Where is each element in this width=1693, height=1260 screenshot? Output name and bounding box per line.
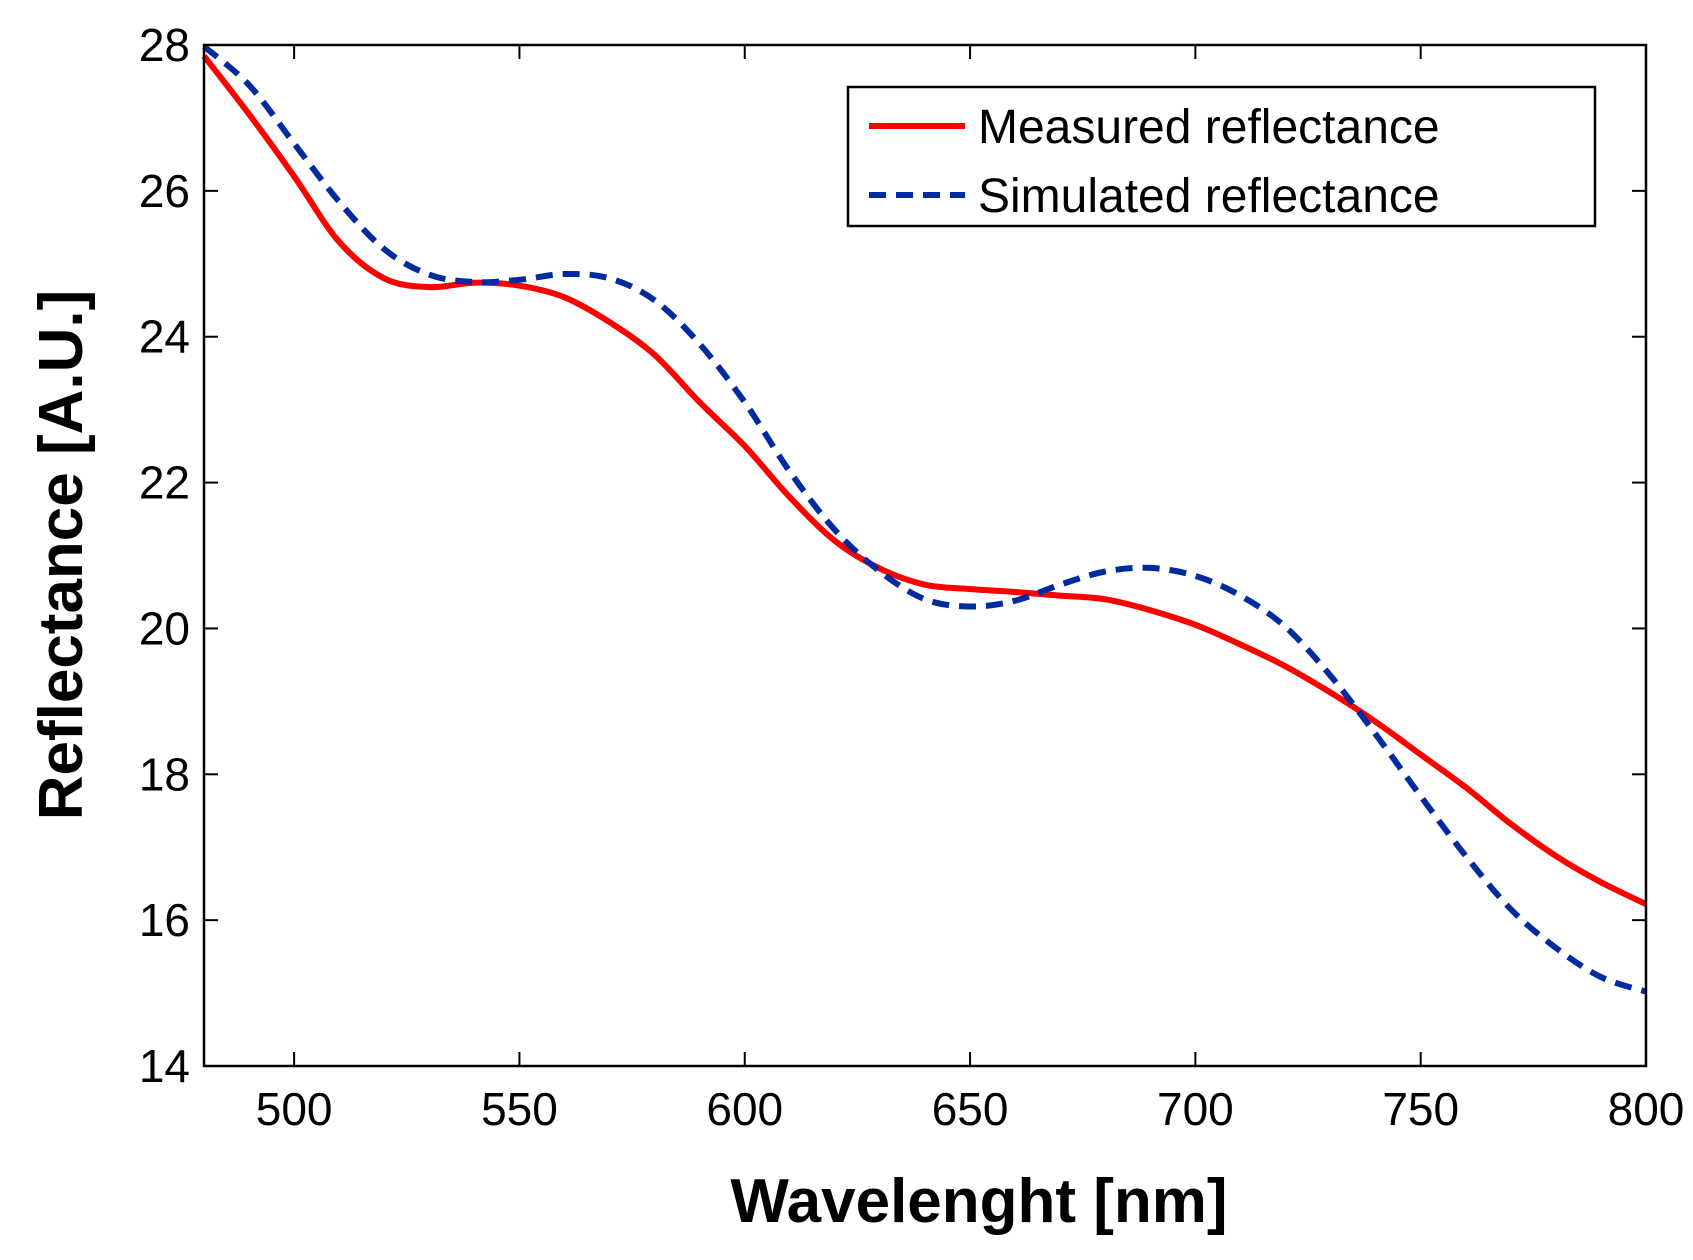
x-tick-label: 550 xyxy=(481,1083,558,1135)
x-axis-title: Wavelenght [nm] xyxy=(730,1167,1227,1236)
tick-layer xyxy=(204,44,1647,1067)
y-tick-label: 26 xyxy=(139,165,190,217)
x-tick-label: 750 xyxy=(1382,1083,1459,1135)
legend-label-simulated: Simulated reflectance xyxy=(978,170,1440,223)
x-tick-label: 800 xyxy=(1608,1083,1685,1135)
tick-label-layer: 500 550 600 650 700 750 800 14 16 18 20 22 24 26 28 xyxy=(139,19,1685,1135)
y-tick-label: 18 xyxy=(139,748,190,800)
y-tick-label: 20 xyxy=(139,602,190,654)
x-tick-label: 650 xyxy=(932,1083,1009,1135)
y-tick-label: 22 xyxy=(139,457,190,509)
y-tick-label: 24 xyxy=(139,311,190,363)
y-tick-label: 16 xyxy=(139,894,190,946)
x-tick-label: 500 xyxy=(256,1083,333,1135)
plot-frame xyxy=(202,43,1648,1068)
series-layer xyxy=(201,44,1648,995)
series-line-measured xyxy=(201,54,1648,907)
legend-label-measured: Measured reflectance xyxy=(978,101,1440,154)
y-tick-label: 14 xyxy=(139,1040,190,1092)
x-tick-label: 700 xyxy=(1157,1083,1234,1135)
y-tick-label: 28 xyxy=(139,19,190,71)
legend: Measured reflectance Simulated reflectan… xyxy=(846,85,1597,228)
series-line-simulated xyxy=(202,44,1647,995)
legend-box xyxy=(846,85,1597,228)
x-tick-label: 600 xyxy=(706,1083,783,1135)
y-axis-title: Reflectance [A.U.] xyxy=(27,290,96,821)
